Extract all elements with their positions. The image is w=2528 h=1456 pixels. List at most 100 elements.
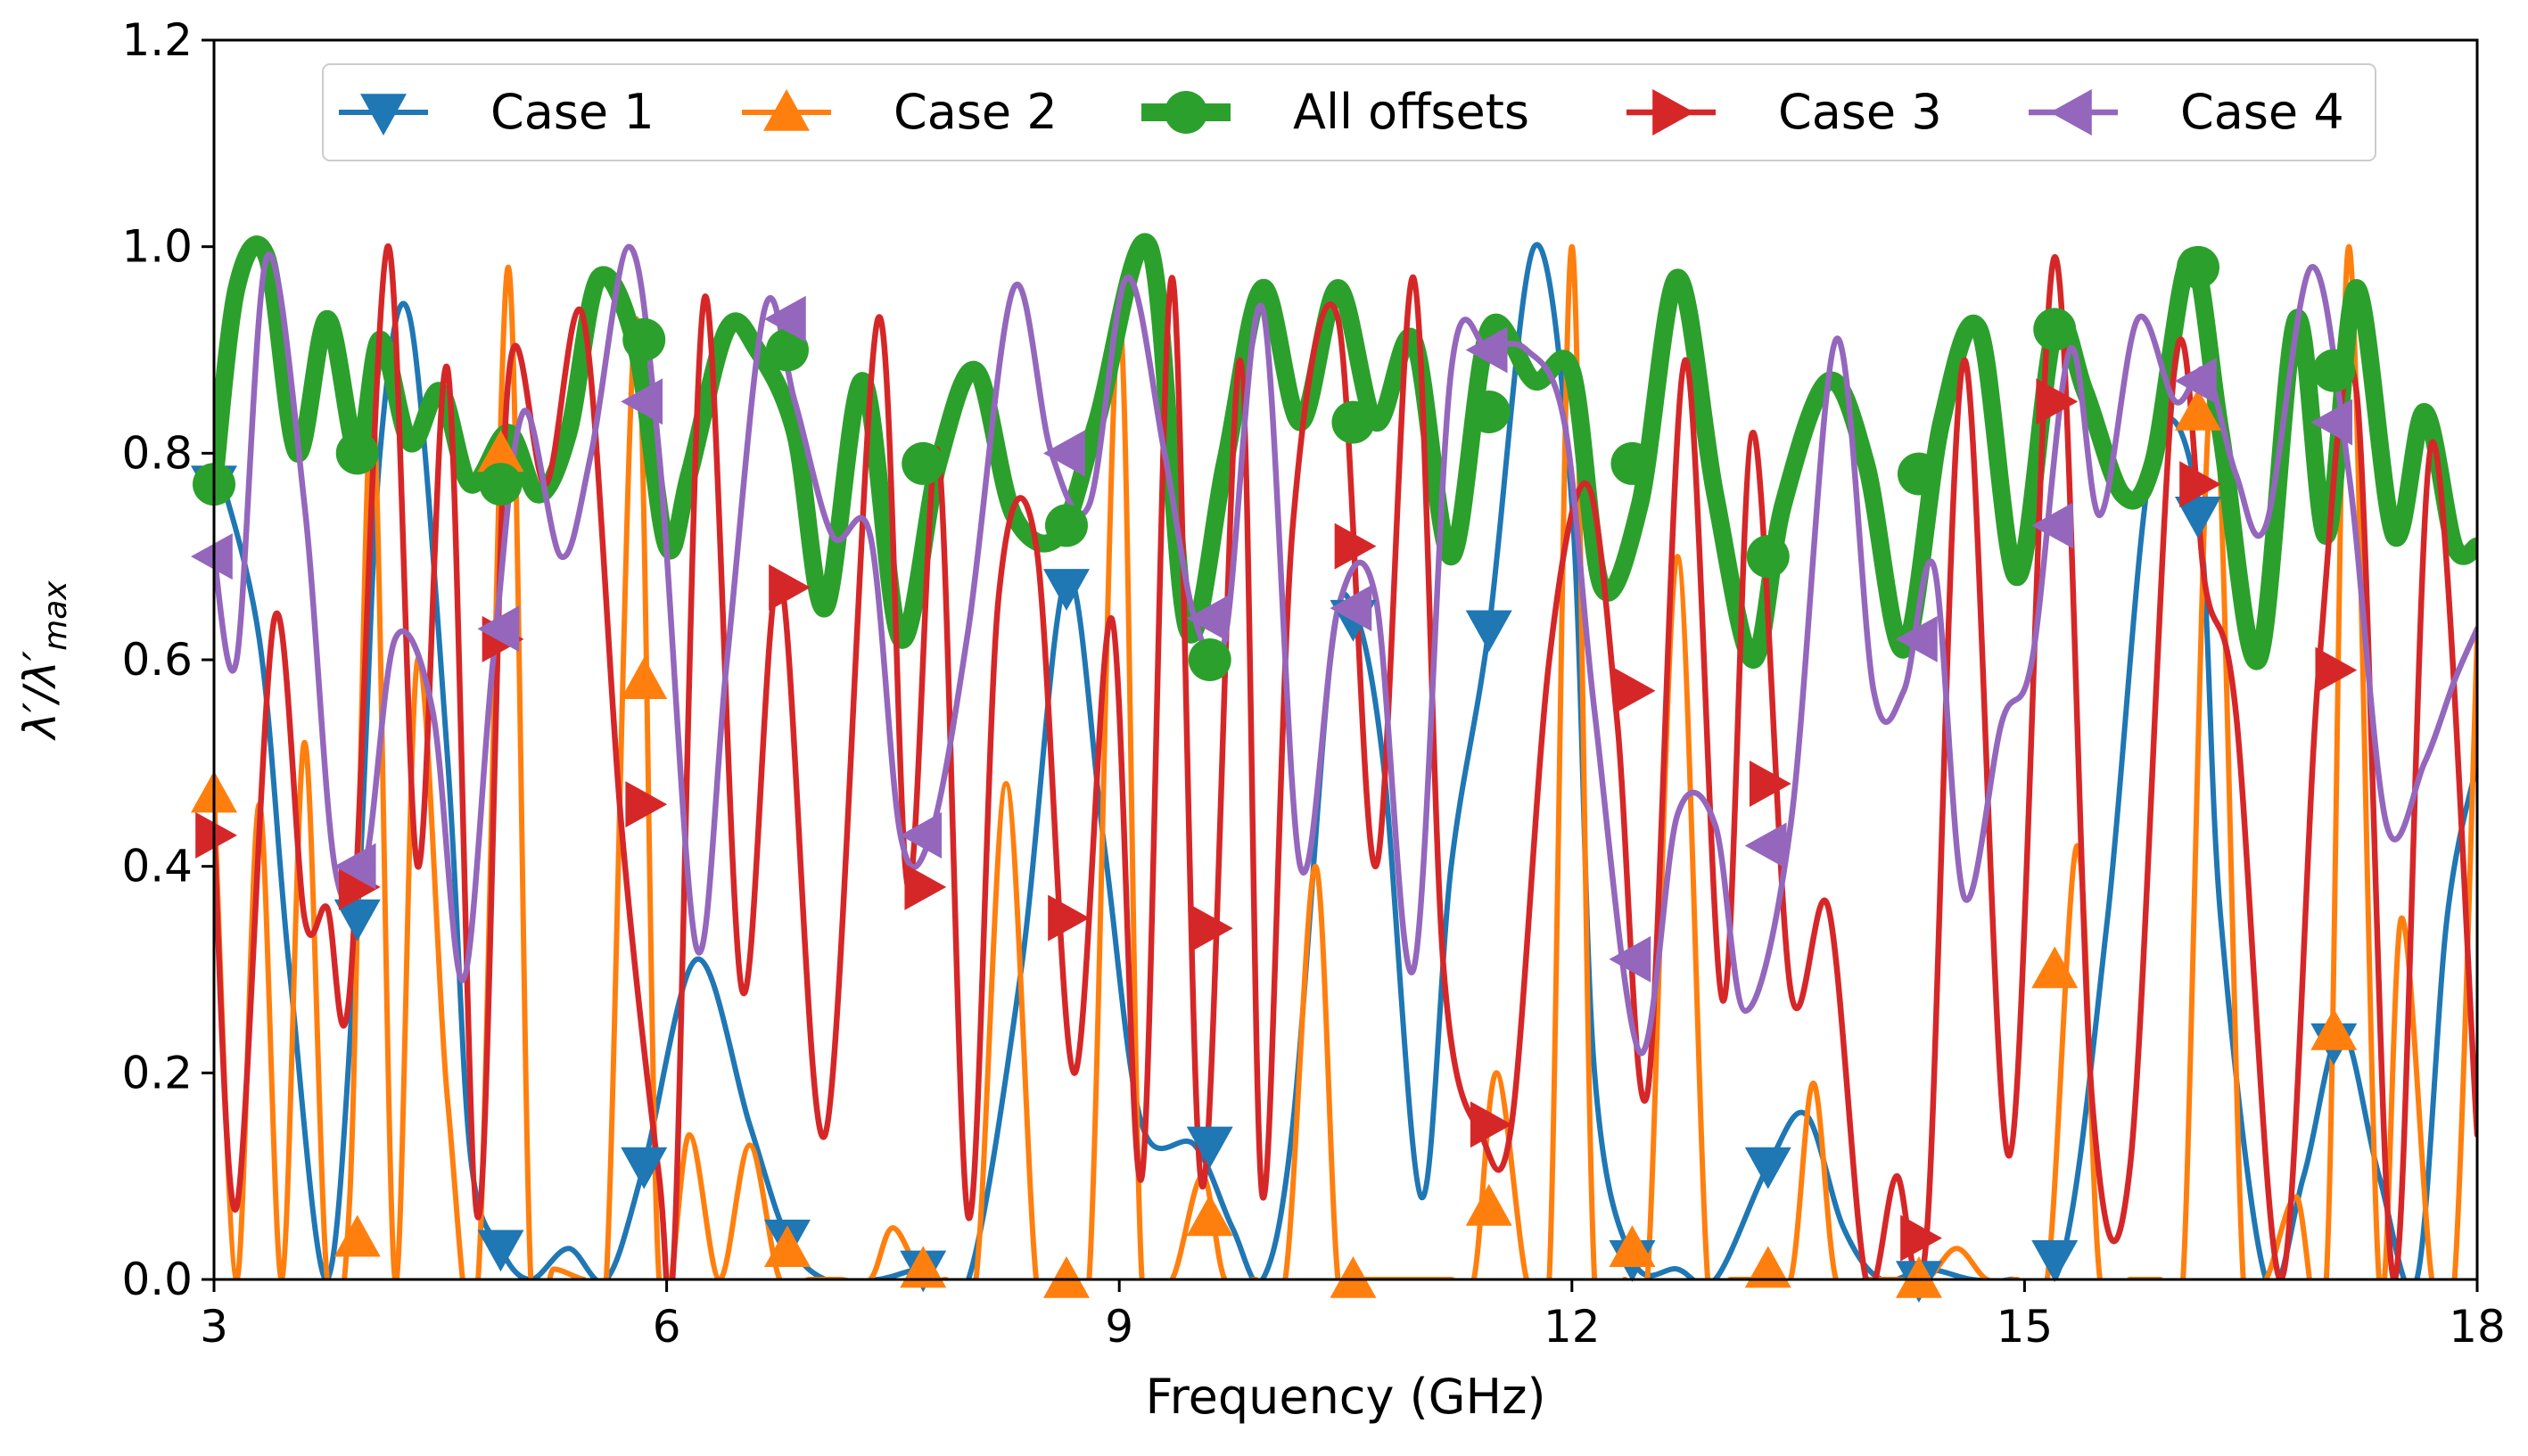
x-axis-label: Frequency (GHz): [1145, 1369, 1545, 1425]
data-point-case-4: [763, 295, 806, 342]
data-point-case-3: [1190, 905, 1233, 952]
data-point-case-3: [1470, 1101, 1512, 1148]
data-point-case-3: [625, 781, 668, 828]
legend-label-case-2: Case 2: [893, 84, 1058, 140]
data-point-case-3: [2036, 378, 2079, 425]
data-point-case-3: [195, 811, 237, 859]
data-point-case-2: [1609, 1225, 1656, 1268]
data-point-case-3: [1613, 667, 1656, 714]
data-point-case-2: [621, 657, 668, 699]
x-tick-label: 3: [200, 1301, 228, 1353]
data-point-all-offsets: [1044, 504, 1088, 547]
x-tick-label: 18: [2449, 1301, 2506, 1353]
data-point-case-2: [1465, 1183, 1512, 1226]
series-line-case-4: [214, 243, 2477, 1057]
legend-marker-all-offsets: [1165, 91, 1207, 134]
data-point-case-4: [1465, 326, 1508, 374]
data-point-all-offsets: [335, 432, 379, 475]
legend-label-case-1: Case 1: [490, 84, 655, 140]
data-point-case-4: [2031, 502, 2074, 549]
data-point-case-1: [621, 1147, 668, 1189]
legend-marker-case-2: [763, 89, 810, 131]
data-point-all-offsets: [2033, 308, 2077, 351]
y-tick-label: 1.0: [121, 221, 193, 273]
data-point-case-4: [621, 378, 663, 425]
data-point-all-offsets: [1897, 452, 1940, 496]
data-point-case-4: [333, 843, 376, 890]
data-point-case-4: [477, 605, 520, 653]
x-tick-label: 9: [1105, 1301, 1133, 1353]
series-line-all-offsets: [214, 233, 2477, 670]
data-point-case-4: [1895, 615, 1938, 662]
data-point-case-3: [2179, 461, 2221, 508]
series-line-case-2: [214, 243, 2477, 1279]
data-point-all-offsets: [479, 463, 523, 506]
x-tick-label: 12: [1544, 1301, 1601, 1353]
legend-marker-case-3: [1652, 89, 1694, 136]
data-point-case-1: [1465, 610, 1512, 653]
legend-label-case-4: Case 4: [2180, 84, 2344, 140]
data-point-case-2: [900, 1246, 947, 1288]
data-point-case-2: [333, 1214, 381, 1257]
data-point-case-4: [191, 533, 233, 580]
data-point-case-4: [2174, 358, 2217, 405]
data-point-all-offsets: [2312, 349, 2356, 392]
legend: Case 1 Case 2 All offsets Case 3 Case 4: [322, 63, 2376, 161]
data-point-all-offsets: [622, 317, 666, 361]
data-point-case-4: [2310, 399, 2353, 446]
data-point-all-offsets: [2176, 245, 2219, 289]
data-point-case-1: [1186, 1126, 1233, 1169]
data-point-case-4: [1042, 430, 1085, 477]
data-point-case-2: [477, 430, 524, 473]
y-tick-label: 1.2: [121, 14, 193, 66]
legend-label-case-3: Case 3: [1778, 84, 1942, 140]
data-point-case-2: [1895, 1256, 1942, 1298]
data-point-case-2: [1186, 1194, 1233, 1237]
data-point-all-offsets: [1331, 400, 1375, 444]
legend-marker-case-1: [360, 94, 407, 136]
data-point-case-3: [2315, 646, 2358, 694]
data-point-all-offsets: [902, 441, 945, 485]
y-tick-label: 0.2: [121, 1047, 193, 1098]
data-point-case-2: [763, 1225, 811, 1268]
data-point-all-offsets: [765, 328, 809, 372]
x-tick-label: 15: [1997, 1301, 2054, 1353]
y-axis-label-subscript: max: [37, 580, 74, 651]
legend-label-all-offsets: All offsets: [1293, 84, 1529, 140]
legend-marker-case-4: [2050, 89, 2092, 136]
y-tick-label: 0.8: [121, 427, 193, 479]
data-point-case-3: [1749, 761, 1791, 807]
data-point-all-offsets: [1467, 391, 1511, 433]
y-axis-label-main: λ′/λ′: [14, 650, 66, 741]
data-point-case-2: [2031, 946, 2079, 989]
data-point-all-offsets: [1746, 535, 1790, 579]
data-point-case-3: [769, 563, 811, 611]
y-tick-label: 0.4: [121, 841, 193, 893]
marker-layer: [191, 245, 2358, 1303]
data-point-case-2: [1330, 1256, 1377, 1298]
data-point-all-offsets: [1610, 441, 1654, 485]
data-point-case-2: [1042, 1256, 1090, 1298]
data-point-all-offsets: [1188, 638, 1231, 681]
x-tick-label: 6: [653, 1301, 681, 1353]
y-tick-label: 0.6: [121, 634, 193, 686]
axis-layer: 3 6 9 12 15 18 0.0 0.2 0.4 0.6 0.8 1.0 1.2: [121, 14, 2505, 1353]
data-point-case-4: [1186, 595, 1229, 642]
data-point-case-3: [904, 863, 947, 910]
data-point-case-1: [2174, 497, 2221, 539]
series-line-case-3: [214, 243, 2477, 1279]
data-point-case-3: [1048, 894, 1090, 942]
data-point-case-4: [900, 811, 943, 859]
data-point-case-4: [1330, 585, 1372, 632]
data-point-case-3: [1900, 1214, 1942, 1262]
data-point-case-4: [1744, 822, 1787, 869]
data-point-case-1: [2031, 1240, 2079, 1282]
data-point-case-2: [2174, 389, 2221, 431]
data-point-case-2: [1744, 1246, 1791, 1288]
data-point-case-1: [333, 899, 381, 942]
data-point-case-3: [1334, 522, 1377, 570]
data-point-case-1: [477, 1230, 524, 1272]
data-point-case-1: [1042, 569, 1090, 611]
